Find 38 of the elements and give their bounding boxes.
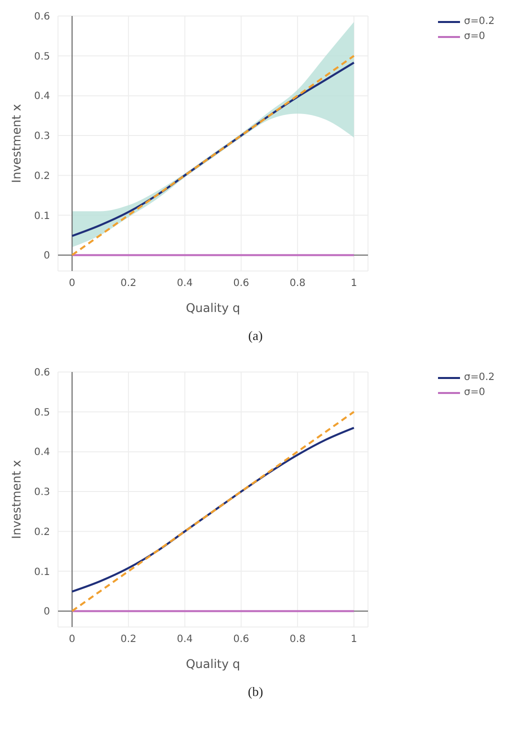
x-tick-label: 0.4	[176, 634, 193, 646]
x-tick-label: 0	[68, 278, 76, 290]
x-tick-label: 0.8	[290, 634, 306, 646]
y-tick-label: 0.5	[34, 51, 50, 62]
y-tick-label: 0.1	[34, 210, 50, 222]
text: (b)	[246, 684, 264, 700]
x-tick-label: 0.6	[233, 278, 250, 290]
x-tick-label: 0.2	[120, 278, 136, 290]
x-axis-title: Quality q	[186, 301, 240, 315]
x-axis-title: Quality q	[186, 657, 240, 671]
y-tick-label: 0.3	[34, 487, 50, 498]
x-tick-label: 1	[350, 278, 358, 290]
y-tick-label: 0.3	[34, 131, 50, 142]
y-tick-label: 0.4	[34, 447, 50, 458]
legend-label: σ=0.2	[464, 372, 495, 383]
y-tick-label: 0.4	[34, 91, 50, 102]
x-tick-label: 0	[68, 634, 76, 646]
y-tick-label: 0.1	[34, 566, 50, 578]
line-series	[71, 410, 355, 612]
y-tick-label: 0.2	[34, 526, 50, 538]
y-tick-label: 0.6	[34, 368, 50, 379]
line-series	[71, 426, 355, 593]
x-tick-label: 0.4	[176, 278, 193, 290]
y-tick-label: 0	[44, 250, 50, 262]
y-tick-label: 0	[44, 606, 50, 618]
x-tick-label: 1	[350, 634, 358, 646]
y-axis-title: Investment x	[9, 460, 24, 539]
y-tick-label: 0.5	[34, 407, 50, 418]
legend-label: σ=0.2	[464, 16, 495, 27]
legend-label: σ=0	[464, 387, 486, 398]
y-tick-label: 0.2	[34, 170, 50, 182]
x-tick-label: 0.6	[233, 634, 250, 646]
y-tick-label: 0.6	[34, 12, 50, 23]
x-tick-label: 0.2	[120, 634, 136, 646]
text: (a)	[247, 328, 264, 344]
legend-label: σ=0	[464, 31, 486, 42]
x-tick-label: 0.8	[290, 278, 306, 290]
y-axis-title: Investment x	[9, 104, 24, 183]
